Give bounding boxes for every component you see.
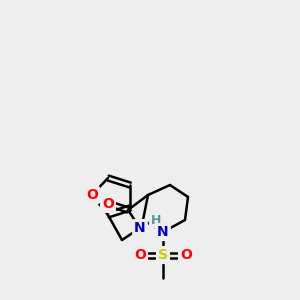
Text: S: S (158, 248, 168, 262)
Text: O: O (180, 248, 192, 262)
Text: O: O (102, 197, 114, 211)
Text: N: N (134, 221, 146, 235)
Text: N: N (157, 225, 169, 239)
Text: H: H (151, 214, 161, 226)
Text: O: O (134, 248, 146, 262)
Text: O: O (86, 188, 98, 202)
